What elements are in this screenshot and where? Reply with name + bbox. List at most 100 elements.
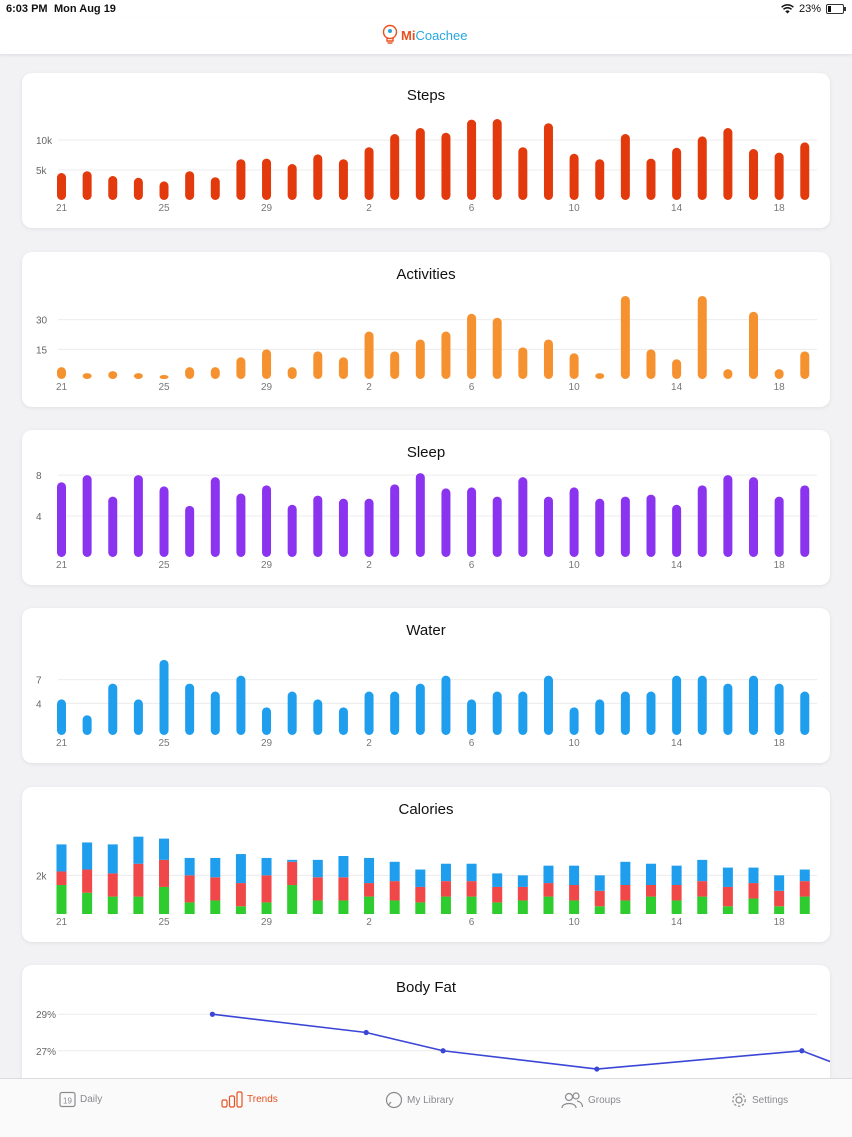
bar bbox=[390, 134, 400, 200]
bar bbox=[620, 295, 630, 379]
battery-percent: 23% bbox=[798, 3, 821, 15]
bar bbox=[723, 475, 733, 557]
calories-chart: 2k 21 25 29 2 6 10 14 18 bbox=[36, 836, 817, 928]
bar bbox=[646, 349, 656, 379]
x-tick-label: 29 bbox=[261, 738, 273, 749]
bar-segment bbox=[415, 886, 426, 903]
bar bbox=[159, 181, 169, 200]
y-tick-label: 10k bbox=[36, 136, 53, 147]
bar bbox=[723, 683, 733, 735]
bar-segment bbox=[748, 867, 759, 884]
bar-segment bbox=[645, 896, 656, 914]
bar bbox=[595, 498, 605, 557]
bar-segment bbox=[159, 886, 170, 914]
bar bbox=[620, 691, 630, 735]
bar-segment bbox=[697, 859, 708, 882]
tab-groups[interactable]: Groups bbox=[560, 1091, 621, 1109]
bar-segment bbox=[620, 861, 631, 885]
bar-segment bbox=[287, 861, 298, 885]
bar bbox=[262, 349, 272, 379]
bar bbox=[441, 488, 451, 557]
bar-segment bbox=[620, 900, 631, 914]
bar-segment bbox=[364, 896, 375, 914]
bar bbox=[262, 158, 272, 200]
bar bbox=[569, 353, 579, 379]
bar-segment bbox=[56, 871, 67, 885]
bar bbox=[313, 351, 323, 379]
bar-segment bbox=[671, 900, 682, 914]
gear-icon bbox=[732, 1093, 746, 1107]
chart-title: Body Fat bbox=[395, 979, 457, 996]
bar bbox=[287, 691, 297, 735]
bar-segment bbox=[722, 886, 733, 907]
bar bbox=[210, 477, 220, 557]
bar-segment bbox=[133, 863, 144, 897]
bar bbox=[467, 119, 477, 200]
chart-title: Sleep bbox=[406, 444, 446, 461]
bar bbox=[57, 367, 66, 379]
x-tick-label: 18 bbox=[774, 203, 786, 214]
bar-segment bbox=[338, 877, 349, 901]
bar bbox=[441, 675, 451, 735]
bar-segment bbox=[748, 898, 759, 914]
bar bbox=[262, 485, 272, 557]
y-tick-label: 5k bbox=[36, 166, 48, 177]
bar-segment bbox=[210, 900, 221, 914]
bar-segment bbox=[543, 883, 554, 897]
x-tick-label: 14 bbox=[671, 738, 683, 749]
tab-my-library[interactable]: My Library bbox=[385, 1091, 454, 1109]
bar-segment bbox=[645, 863, 656, 885]
x-tick-label: 21 bbox=[56, 203, 68, 214]
x-tick-label: 2 bbox=[366, 738, 372, 749]
bar bbox=[723, 128, 733, 200]
tab-settings[interactable]: Settings bbox=[730, 1091, 788, 1109]
bar-segment bbox=[210, 877, 221, 901]
x-tick-label: 21 bbox=[56, 738, 68, 749]
bar bbox=[390, 351, 400, 379]
bar-segment bbox=[82, 842, 93, 870]
water-card: Water 4 7 21 25 29 2 6 10 14 18 bbox=[22, 608, 830, 763]
status-time: 6:03 PM bbox=[6, 3, 48, 15]
x-tick-label: 18 bbox=[774, 738, 786, 749]
wifi-icon bbox=[781, 4, 794, 14]
book-icon bbox=[385, 1091, 403, 1109]
x-tick-label: 6 bbox=[469, 738, 475, 749]
x-tick-label: 2 bbox=[366, 917, 372, 928]
battery-icon bbox=[826, 4, 846, 14]
status-bar: 6:03 PM Mon Aug 19 23% bbox=[0, 0, 852, 18]
tab-trends[interactable]: Trends bbox=[221, 1091, 278, 1108]
x-tick-label: 21 bbox=[56, 917, 68, 928]
calendar-badge: 19 bbox=[63, 1097, 72, 1106]
bar-segment bbox=[261, 875, 272, 903]
steps-card: Steps 5k 10k 21 25 29 2 6 10 14 18 bbox=[22, 73, 830, 228]
bar-segment bbox=[261, 857, 272, 876]
bar-segment bbox=[722, 906, 733, 914]
bar bbox=[543, 496, 553, 557]
x-tick-label: 14 bbox=[671, 203, 683, 214]
bar bbox=[338, 357, 348, 379]
bar-segment bbox=[82, 892, 93, 914]
tab-label: My Library bbox=[407, 1094, 454, 1106]
chart-title: Steps bbox=[406, 87, 446, 104]
bar bbox=[364, 147, 374, 200]
bar bbox=[800, 485, 810, 557]
tab-daily[interactable]: 19 Daily bbox=[59, 1091, 102, 1108]
bar bbox=[57, 482, 66, 557]
bar bbox=[313, 495, 323, 557]
y-tick-label: 15 bbox=[36, 345, 48, 356]
logo-coachee: Coachee bbox=[415, 27, 468, 43]
bar bbox=[133, 177, 143, 200]
data-point bbox=[594, 1066, 600, 1072]
bar bbox=[108, 496, 118, 557]
bar-segment bbox=[56, 885, 67, 914]
bar-segment bbox=[338, 900, 349, 914]
bar-segment bbox=[543, 896, 554, 914]
bar-segment bbox=[261, 902, 272, 914]
logo-mi: Mi bbox=[401, 27, 416, 43]
bar-segment bbox=[492, 902, 503, 914]
bar-segment bbox=[569, 900, 580, 914]
x-tick-label: 25 bbox=[158, 382, 170, 393]
activities-chart: 15 30 21 25 29 2 6 10 14 18 bbox=[36, 295, 817, 393]
bar bbox=[287, 164, 297, 200]
bar bbox=[236, 493, 246, 557]
